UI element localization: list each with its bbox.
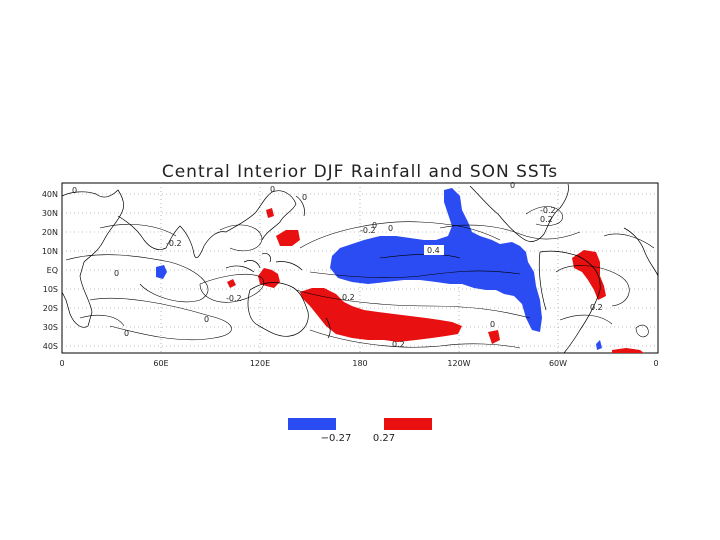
contour-label: 0 [204,315,209,324]
contour-label: 0.2 [392,340,405,349]
legend-negative-label: −0.27 [321,433,352,444]
y-tick-label: 30S [43,323,58,332]
contour-label: 0 [302,193,307,202]
west-africa-coast [623,227,659,277]
africa-eurasia-coast [61,189,124,328]
new-zealand-coast [325,317,331,339]
australia-coast [247,282,309,337]
map-panel: 0 0 0 0 -0.2 0 -0.2 -0.2 0 0.4 0.2 0.2 0… [42,181,659,368]
y-tick-label: 40S [43,342,58,351]
maritime-continent-coast [225,253,303,273]
y-tick-label: 10S [43,285,58,294]
contour-label: 0.2 [590,303,603,312]
south-america-coast [538,250,601,354]
contour-label: -0.2 [540,206,556,215]
south-atlantic-positive-patch [612,348,644,353]
positive-anomaly-regions [227,208,644,353]
figure-title: Central Interior DJF Rainfall and SON SS… [162,162,558,182]
tropical-atlantic-positive-patch [572,250,606,300]
x-tick-label: 60E [153,359,168,368]
contour-label: 0 [372,221,377,230]
south-pacific-positive-region [300,288,462,342]
contour-label: 0 [124,329,129,338]
y-tick-label: 10N [42,247,58,256]
arabia-india-coast [117,215,227,258]
y-tick-label: 20N [42,228,58,237]
philippine-sea-positive-patch [276,230,300,246]
contour-label: -0.2 [226,294,242,303]
x-tick-label: 0 [59,359,64,368]
central-pacific-negative-region [330,188,542,332]
indian-ocean-negative-patch [156,265,167,279]
x-tick-label: 120E [250,359,270,368]
y-tick-label: EQ [47,266,58,275]
south-china-positive-patch [266,208,274,218]
contour-label: 0 [114,269,119,278]
y-tick-label: 40N [42,190,58,199]
latitude-labels: 40N 30N 20N 10N EQ 10S 20S 30S 40S [42,190,58,351]
contour-label: 0 [510,181,515,190]
contour-label: 0 [270,185,275,194]
coastlines [61,183,659,354]
y-tick-label: 20S [43,304,58,313]
se-pacific-negative-patch [596,340,602,350]
legend-positive-swatch [384,418,432,430]
negative-anomaly-regions [156,188,602,350]
contour-label: 0.2 [540,215,553,224]
japan-coast [295,195,305,217]
east-asia-coast [225,190,297,241]
contour-label: 0.2 [342,293,355,302]
contour-label: 0 [388,224,393,233]
longitude-labels: 0 60E 120E 180 120W 60W 0 [59,359,658,368]
contour-label: 0 [72,186,77,195]
north-america-coast [469,183,569,242]
x-tick-label: 60W [549,359,567,368]
contour-labels: 0 0 0 0 -0.2 0 -0.2 -0.2 0 0.4 0.2 0.2 0… [72,181,603,349]
nw-australia-positive-patch [227,279,236,288]
maritime-continent-positive-patch [258,268,280,288]
contour-label: -0.2 [166,239,182,248]
x-tick-label: 180 [352,359,367,368]
color-legend: −0.27 0.27 [288,418,432,444]
contour-label-box [424,245,444,255]
se-pacific-positive-patch [488,330,500,344]
legend-positive-label: 0.27 [373,433,395,444]
contour-label: 0.4 [427,246,440,255]
x-tick-label: 0 [653,359,658,368]
contour-label: -0.2 [360,226,376,235]
y-tick-label: 30N [42,209,58,218]
contour-label: 0 [490,320,495,329]
legend-negative-swatch [288,418,336,430]
x-tick-label: 120W [447,359,470,368]
